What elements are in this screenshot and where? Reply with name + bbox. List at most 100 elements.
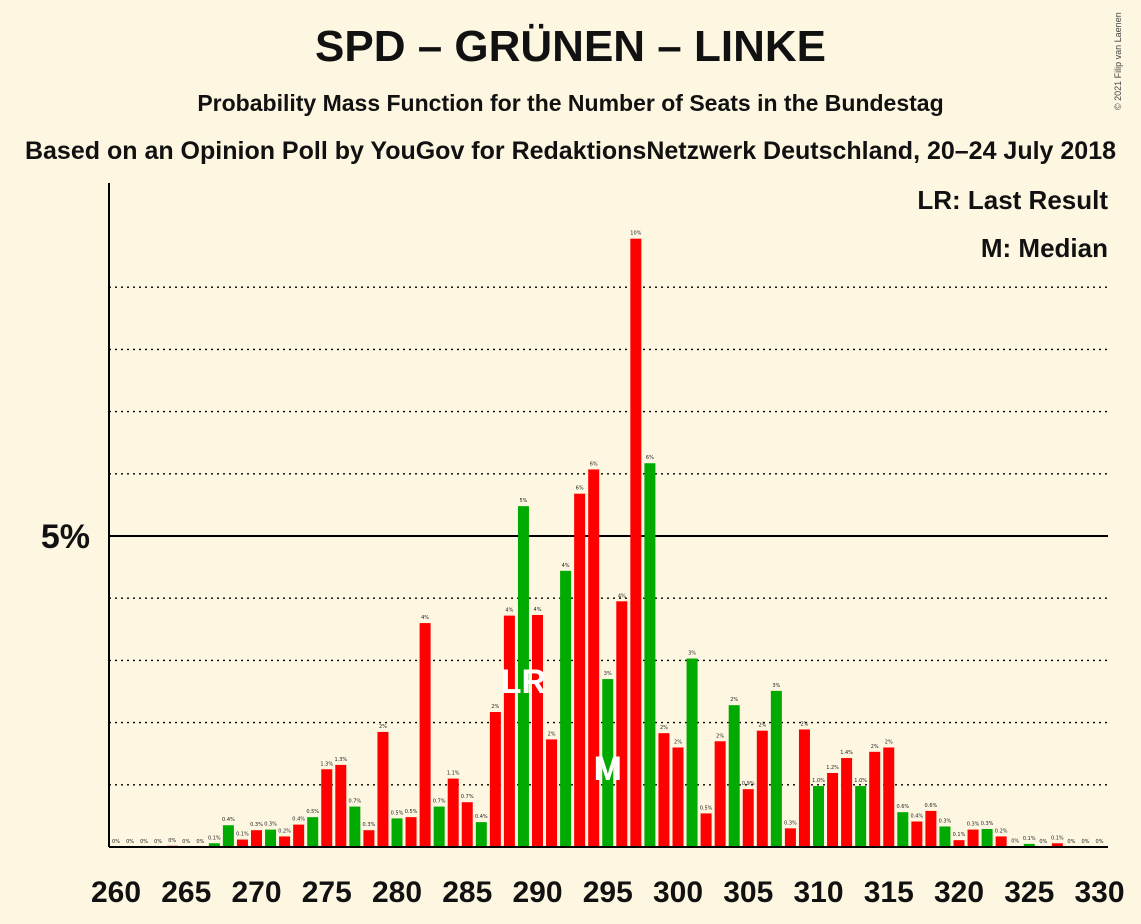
bar-300	[672, 747, 684, 847]
bar-label-282: 4%	[421, 615, 429, 621]
x-tick-label-270: 270	[231, 876, 281, 909]
bar-label-306: 2%	[758, 723, 766, 729]
bar-label-264: 0%	[168, 838, 176, 844]
bar-label-271: 0.3%	[264, 822, 277, 828]
bar-label-274: 0.5%	[306, 809, 319, 815]
chart-title: SPD – GRÜNEN – LINKE	[315, 22, 826, 71]
bar-314	[869, 751, 881, 847]
bar-311	[827, 772, 839, 847]
bar-273	[293, 824, 305, 847]
bar-308	[784, 828, 796, 847]
bar-label-316: 0.6%	[896, 804, 909, 810]
bar-309	[798, 729, 810, 847]
bar-312	[841, 758, 853, 847]
bar-label-260: 0%	[112, 839, 120, 845]
bar-label-299: 2%	[660, 725, 668, 731]
bar-label-284: 1.1%	[447, 771, 460, 777]
bar-label-325: 0.1%	[1023, 836, 1036, 842]
x-tick-label-285: 285	[442, 876, 492, 909]
y-tick-label: 5%	[41, 518, 90, 556]
bar-label-321: 0.3%	[967, 822, 980, 828]
bar-label-267: 0.1%	[208, 835, 221, 841]
bar-302	[700, 813, 712, 847]
bar-label-277: 0.7%	[348, 799, 361, 805]
bar-289	[517, 506, 529, 847]
bar-310	[813, 786, 824, 847]
bar-278	[363, 830, 375, 847]
bar-label-287: 2%	[491, 704, 499, 710]
bar-label-294: 6%	[590, 461, 598, 467]
bar-label-281: 0.5%	[405, 809, 418, 815]
bar-label-262: 0%	[140, 839, 148, 845]
bar-267	[208, 843, 220, 847]
bar-317	[911, 821, 923, 847]
bar-label-329: 0%	[1081, 839, 1089, 845]
bar-label-324: 0%	[1011, 838, 1019, 844]
bar-label-297: 10%	[630, 231, 641, 237]
bar-label-322: 0.3%	[981, 821, 994, 827]
last-result-marker: LR	[501, 663, 546, 701]
bar-295	[602, 679, 614, 847]
bar-279	[377, 731, 389, 847]
legend-last-result: LR: Last Result	[917, 185, 1108, 215]
bar-label-311: 1.2%	[826, 765, 839, 771]
bar-label-290: 4%	[534, 607, 542, 613]
bar-284	[447, 778, 459, 847]
bar-label-292: 4%	[562, 563, 570, 569]
bar-label-312: 1.4%	[840, 750, 853, 756]
bar-label-304: 2%	[730, 697, 738, 703]
bar-303	[714, 741, 726, 847]
x-tick-label-310: 310	[793, 876, 843, 909]
x-tick-label-320: 320	[934, 876, 984, 909]
bar-label-266: 0%	[196, 839, 204, 845]
x-tick-label-325: 325	[1004, 876, 1054, 909]
bar-315	[883, 747, 895, 847]
bar-319	[939, 826, 951, 847]
x-tick-label-260: 260	[91, 876, 141, 909]
bar-299	[658, 733, 670, 847]
bar-label-326: 0%	[1039, 839, 1047, 845]
bar-label-280: 0.5%	[391, 810, 404, 816]
bar-282	[419, 623, 431, 847]
bar-label-291: 2%	[548, 731, 556, 737]
bar-label-310: 1.0%	[812, 778, 825, 784]
bar-291	[546, 739, 558, 847]
bar-286	[475, 822, 487, 847]
x-tick-label-265: 265	[161, 876, 211, 909]
bar-label-307: 3%	[772, 683, 780, 689]
bar-325	[1023, 843, 1035, 847]
bar-label-300: 2%	[674, 739, 682, 745]
bar-label-301: 3%	[688, 651, 696, 657]
bar-label-327: 0.1%	[1051, 835, 1064, 841]
bar-283	[433, 806, 445, 847]
bar-301	[686, 658, 698, 847]
x-tick-label-305: 305	[723, 876, 773, 909]
bar-label-293: 6%	[576, 486, 584, 492]
bar-285	[461, 802, 473, 847]
bar-label-283: 0.7%	[433, 799, 446, 805]
bar-269	[236, 839, 248, 847]
bar-298	[644, 463, 656, 847]
bar-label-314: 2%	[871, 744, 879, 750]
bar-label-298: 6%	[646, 455, 654, 461]
bar-label-328: 0%	[1067, 839, 1075, 845]
bar-label-319: 0.3%	[939, 818, 952, 824]
bar-327	[1051, 843, 1063, 847]
bar-label-278: 0.3%	[363, 822, 376, 828]
bar-label-288: 4%	[505, 608, 513, 614]
bar-label-289: 5%	[519, 498, 527, 504]
bar-272	[279, 836, 291, 847]
bar-293	[574, 493, 586, 847]
bar-294	[588, 469, 600, 847]
bar-label-285: 0.7%	[461, 794, 474, 800]
bar-297	[630, 238, 642, 847]
bar-296	[616, 601, 628, 847]
bar-304	[728, 705, 740, 847]
bar-label-263: 0%	[154, 839, 162, 845]
bar-label-276: 1.3%	[334, 757, 347, 763]
x-tick-label-280: 280	[372, 876, 422, 909]
bar-275	[321, 769, 333, 847]
x-tick-label-300: 300	[653, 876, 703, 909]
bar-290	[532, 614, 543, 847]
